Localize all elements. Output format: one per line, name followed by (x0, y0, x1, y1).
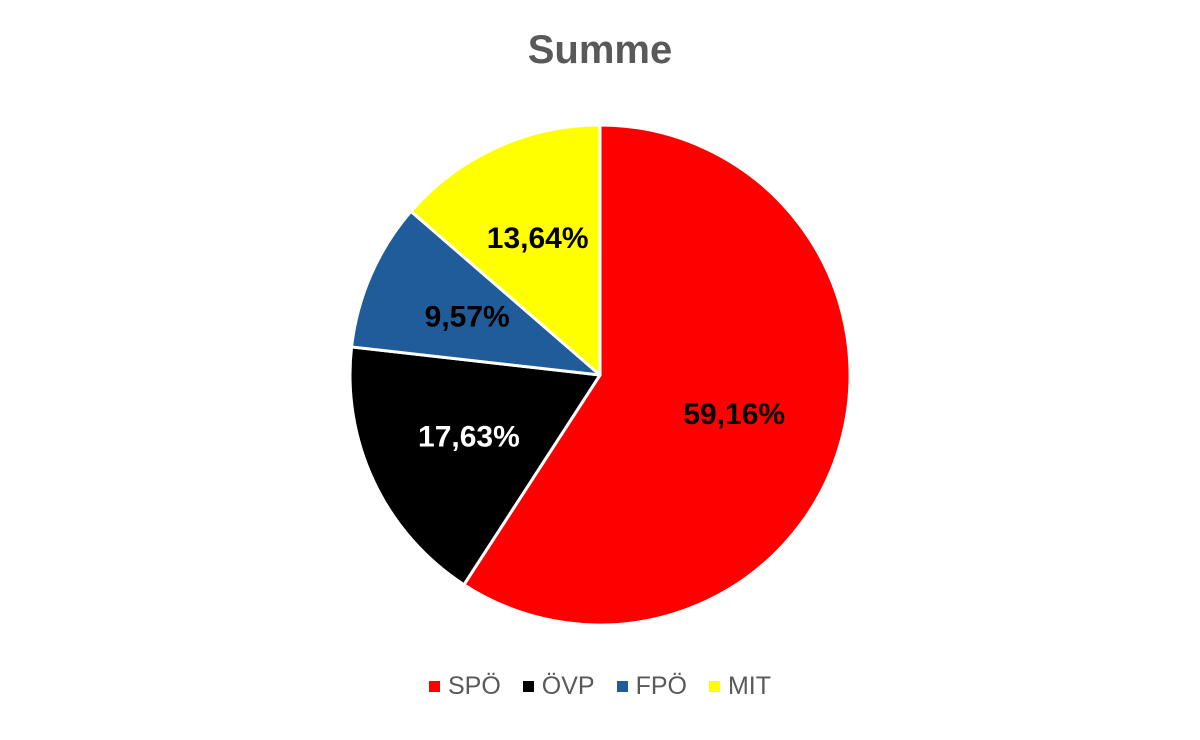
data-label-mit: 13,64% (487, 222, 589, 255)
legend-item-mit: MIT (708, 672, 772, 701)
legend-label-spo: SPÖ (447, 672, 501, 700)
legend-item-ovp: ÖVP (522, 672, 595, 701)
legend-swatch-mit (708, 681, 720, 692)
data-label-ovp: 17,63% (418, 420, 520, 453)
legend-item-fpo: FPÖ (616, 672, 687, 701)
data-label-fpo: 9,57% (425, 300, 510, 333)
legend-swatch-spo (428, 681, 440, 692)
legend-swatch-fpo (616, 681, 628, 692)
pie-slice-spo (462, 123, 852, 627)
pie-slice-ovp (348, 345, 602, 587)
pie-slice-mit (409, 123, 602, 377)
pie-data-labels: 59,16% 17,63% 9,57% 13,64% (418, 222, 785, 453)
pie-slices (348, 123, 852, 627)
legend-item-spo: SPÖ (428, 672, 501, 701)
legend: SPÖ ÖVP FPÖ MIT (0, 672, 1200, 701)
data-label-spo: 59,16% (683, 398, 785, 431)
legend-label-mit: MIT (727, 672, 772, 700)
pie-slice-fpo (350, 209, 602, 377)
legend-label-ovp: ÖVP (541, 672, 595, 700)
legend-swatch-ovp (522, 681, 534, 692)
chart-title: Summe (527, 28, 673, 72)
legend-label-fpo: FPÖ (635, 672, 687, 700)
